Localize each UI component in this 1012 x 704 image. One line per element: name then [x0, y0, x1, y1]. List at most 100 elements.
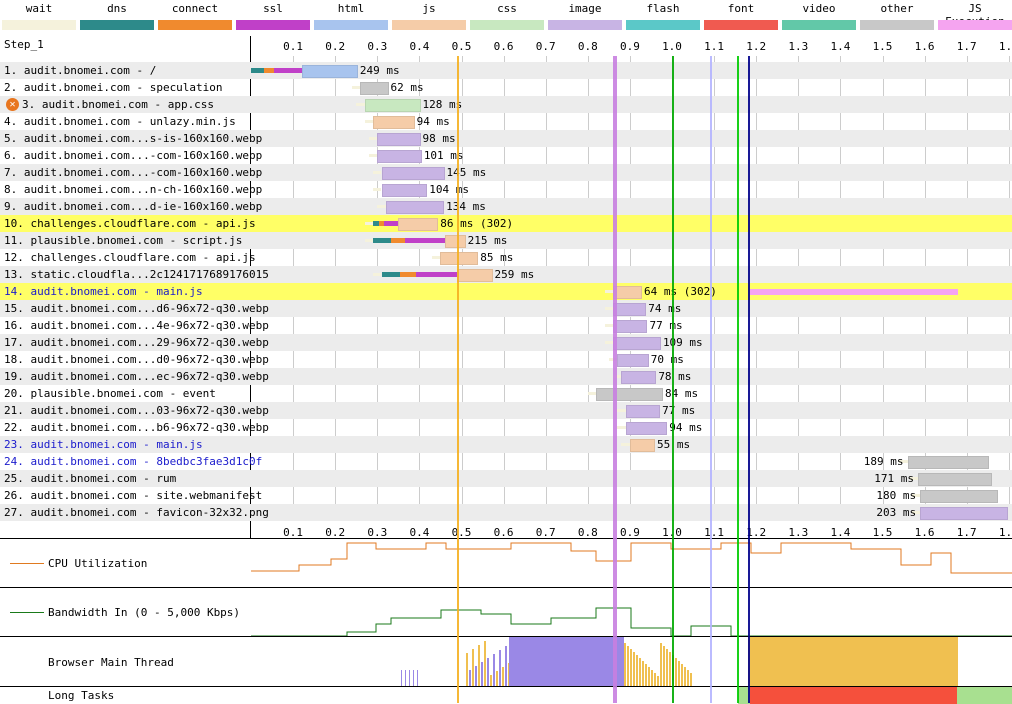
request-label[interactable]: 9. audit.bnomei.com...d-ie-160x160.webp	[4, 200, 263, 213]
request-label[interactable]: 21. audit.bnomei.com...03-96x72-q30.webp	[4, 404, 269, 417]
legend-item: video	[780, 0, 858, 30]
time-tick: 0.9	[619, 526, 640, 539]
request-row[interactable]: 23. audit.bnomei.com - main.js 55 ms	[0, 436, 1012, 453]
wait-segment	[604, 324, 614, 327]
duration-label: 203 ms	[876, 506, 917, 519]
request-label[interactable]: 10. challenges.cloudflare.com - api.js	[4, 217, 256, 230]
time-tick: 0.5	[451, 40, 472, 53]
milestone-marker	[737, 56, 740, 703]
request-row[interactable]: 21. audit.bnomei.com...03-96x72-q30.webp…	[0, 402, 1012, 419]
legend-swatch	[392, 20, 466, 30]
request-row[interactable]: 24. audit.bnomei.com - 8bedbc3fae3d1c0f 1…	[0, 453, 1012, 470]
request-row[interactable]: 1. audit.bnomei.com - / 249 ms	[0, 62, 1012, 79]
main-thread-activity	[681, 664, 683, 686]
request-row[interactable]: 11. plausible.bnomei.com - script.js 215 …	[0, 232, 1012, 249]
request-row[interactable]: 10. challenges.cloudflare.com - api.js 86…	[0, 215, 1012, 232]
main-thread-activity	[687, 670, 689, 686]
request-label[interactable]: 12. challenges.cloudflare.com - api.js	[4, 251, 256, 264]
request-row[interactable]: 16. audit.bnomei.com...4e-96x72-q30.webp…	[0, 317, 1012, 334]
other-segment	[920, 490, 999, 503]
request-label[interactable]: 15. audit.bnomei.com...d6-96x72-q30.webp	[4, 302, 269, 315]
request-label[interactable]: 6. audit.bnomei.com...-com-160x160.webp	[4, 149, 263, 162]
request-row[interactable]: 13. static.cloudfla...2c1241717689176015…	[0, 266, 1012, 283]
request-label[interactable]: 20. plausible.bnomei.com - event	[4, 387, 216, 400]
request-label[interactable]: 17. audit.bnomei.com...29-96x72-q30.webp	[4, 336, 269, 349]
request-row[interactable]: 18. audit.bnomei.com...d0-96x72-q30.webp…	[0, 351, 1012, 368]
request-row[interactable]: 26. audit.bnomei.com - site.webmanifest 1…	[0, 487, 1012, 504]
request-row[interactable]: 14. audit.bnomei.com - main.js 64 ms (302…	[0, 283, 1012, 300]
legend-swatch	[548, 20, 622, 30]
request-label[interactable]: 16. audit.bnomei.com...4e-96x72-q30.webp	[4, 319, 269, 332]
legend-item: connect	[156, 0, 234, 30]
request-row[interactable]: ✕ 3. audit.bnomei.com - app.css 128 ms	[0, 96, 1012, 113]
image-segment	[613, 320, 648, 333]
request-label[interactable]: 13. static.cloudfla...2c1241717689176015	[4, 268, 269, 281]
request-row[interactable]: 7. audit.bnomei.com...-com-160x160.webp 1…	[0, 164, 1012, 181]
legend-item: other	[858, 0, 936, 30]
wait-segment	[368, 154, 378, 157]
js-segment	[457, 269, 493, 282]
request-row[interactable]: 4. audit.bnomei.com - unlazy.min.js 94 ms	[0, 113, 1012, 130]
main-thread-activity	[472, 649, 474, 686]
request-row[interactable]: 2. audit.bnomei.com - speculation 62 ms	[0, 79, 1012, 96]
time-tick: 1.5	[872, 526, 893, 539]
bandwidth-legend-line	[10, 612, 44, 613]
time-tick: 1.5	[872, 40, 893, 53]
request-label[interactable]: 19. audit.bnomei.com...ec-96x72-q30.webp	[4, 370, 269, 383]
main-thread-activity	[666, 649, 668, 686]
legend-item: ssl	[234, 0, 312, 30]
request-row[interactable]: 12. challenges.cloudflare.com - api.js 85…	[0, 249, 1012, 266]
request-label[interactable]: 24. audit.bnomei.com - 8bedbc3fae3d1c0f	[4, 455, 263, 468]
main-thread-activity	[654, 673, 656, 686]
request-row[interactable]: 6. audit.bnomei.com...-com-160x160.webp 1…	[0, 147, 1012, 164]
request-row[interactable]: 5. audit.bnomei.com...s-is-160x160.webp 9…	[0, 130, 1012, 147]
time-tick: 1.4	[830, 40, 851, 53]
request-label[interactable]: 2. audit.bnomei.com - speculation	[4, 81, 223, 94]
cpu-legend-line	[10, 563, 44, 564]
request-label[interactable]: 4. audit.bnomei.com - unlazy.min.js	[4, 115, 236, 128]
legend-label: image	[568, 2, 602, 15]
main-thread-activity	[651, 670, 653, 686]
wait-segment	[911, 511, 921, 514]
time-tick: 1.1	[704, 40, 725, 53]
request-label[interactable]: 27. audit.bnomei.com - favicon-32x32.png	[4, 506, 269, 519]
request-label[interactable]: 8. audit.bnomei.com...n-ch-160x160.webp	[4, 183, 263, 196]
request-label[interactable]: 26. audit.bnomei.com - site.webmanifest	[4, 489, 263, 502]
main-thread-label: Browser Main Thread	[48, 656, 174, 669]
request-label[interactable]: 5. audit.bnomei.com...s-is-160x160.webp	[4, 132, 263, 145]
request-row[interactable]: 25. audit.bnomei.com - rum 171 ms	[0, 470, 1012, 487]
request-label[interactable]: 11. plausible.bnomei.com - script.js	[4, 234, 243, 247]
step-label: Step_1	[4, 38, 44, 51]
legend-swatch	[938, 20, 1012, 30]
request-row[interactable]: 19. audit.bnomei.com...ec-96x72-q30.webp…	[0, 368, 1012, 385]
bandwidth-label: Bandwidth In (0 - 5,000 Kbps)	[48, 606, 241, 619]
request-row[interactable]: 8. audit.bnomei.com...n-ch-160x160.webp 1…	[0, 181, 1012, 198]
request-label[interactable]: 23. audit.bnomei.com - main.js	[4, 438, 203, 451]
request-row[interactable]: 22. audit.bnomei.com...b6-96x72-q30.webp…	[0, 419, 1012, 436]
request-label[interactable]: 22. audit.bnomei.com...b6-96x72-q30.webp	[4, 421, 269, 434]
image-segment	[385, 201, 445, 214]
request-row[interactable]: 17. audit.bnomei.com...29-96x72-q30.webp…	[0, 334, 1012, 351]
main-thread-activity	[630, 649, 632, 686]
duration-label: 74 ms	[648, 302, 682, 315]
wait-segment	[356, 103, 365, 106]
main-thread-activity	[636, 655, 638, 686]
main-thread-activity	[639, 658, 641, 686]
request-row[interactable]: 9. audit.bnomei.com...d-ie-160x160.webp 1…	[0, 198, 1012, 215]
other-segment	[907, 456, 990, 469]
request-label[interactable]: 1. audit.bnomei.com - /	[4, 64, 157, 77]
request-label[interactable]: 3. audit.bnomei.com - app.css	[22, 98, 215, 111]
request-label[interactable]: 14. audit.bnomei.com - main.js	[4, 285, 203, 298]
request-row[interactable]: 15. audit.bnomei.com...d6-96x72-q30.webp…	[0, 300, 1012, 317]
time-tick: 1.1	[704, 526, 725, 539]
request-row[interactable]: 27. audit.bnomei.com - favicon-32x32.png…	[0, 504, 1012, 521]
request-label[interactable]: 25. audit.bnomei.com - rum	[4, 472, 177, 485]
time-tick: 1.4	[830, 526, 851, 539]
request-label[interactable]: 18. audit.bnomei.com...d0-96x72-q30.webp	[4, 353, 269, 366]
duration-label: 94 ms	[416, 115, 450, 128]
duration-label: 134 ms	[446, 200, 486, 213]
request-row[interactable]: 20. plausible.bnomei.com - event 84 ms	[0, 385, 1012, 402]
request-label[interactable]: 7. audit.bnomei.com...-com-160x160.webp	[4, 166, 263, 179]
time-tick: 0.8	[577, 40, 598, 53]
image-segment	[377, 133, 421, 146]
